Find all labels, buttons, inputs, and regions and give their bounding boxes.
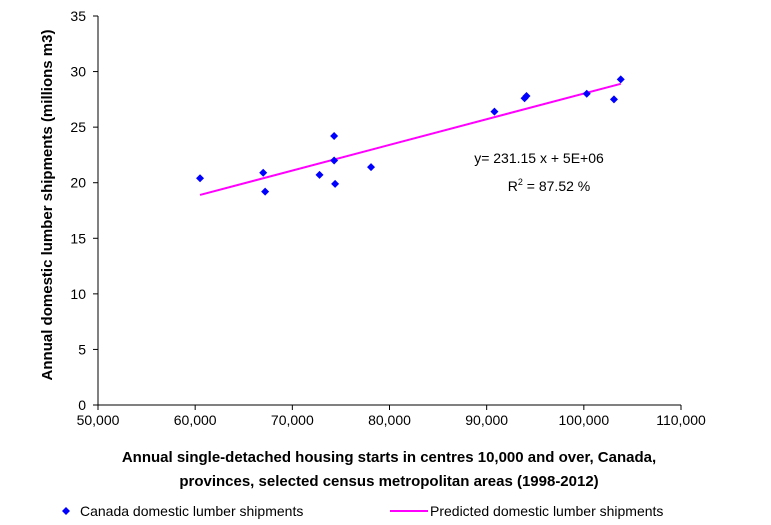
legend-label-canada-shipments: Canada domestic lumber shipments: [80, 503, 303, 519]
data-point: [331, 179, 340, 188]
y-tick-label: 25: [70, 119, 86, 135]
r-squared-prefix: R: [508, 178, 518, 194]
data-point: [196, 174, 205, 183]
data-point: [315, 170, 324, 179]
x-tick-label: 80,000: [368, 412, 411, 428]
legend-item-predicted-shipments: Predicted domestic lumber shipments: [390, 503, 663, 519]
r-squared-exponent: 2: [518, 177, 523, 187]
data-point: [330, 156, 339, 165]
y-tick-label: 5: [78, 341, 86, 357]
x-axis-title-line-2: provinces, selected census metropolitan …: [179, 473, 598, 490]
data-point: [609, 95, 618, 104]
x-axis-title-line-1: Annual single-detached housing starts in…: [122, 449, 656, 466]
y-axis-title: Annual domestic lumber shipments (millio…: [39, 30, 56, 381]
y-axis-ticks: 0 5 10 15 20 25 30 35: [70, 8, 98, 413]
x-tick-label: 90,000: [465, 412, 508, 428]
legend-item-canada-shipments: Canada domestic lumber shipments: [62, 503, 303, 519]
y-tick-label: 20: [70, 175, 86, 191]
data-point: [582, 89, 591, 98]
y-tick-label: 0: [78, 397, 86, 413]
data-point: [367, 163, 376, 172]
data-point: [490, 107, 499, 116]
data-point: [522, 92, 531, 101]
x-tick-label: 60,000: [174, 412, 217, 428]
series-layer: [196, 75, 625, 196]
legend-label-predicted-shipments: Predicted domestic lumber shipments: [430, 503, 663, 519]
data-point: [616, 75, 625, 84]
data-point: [261, 187, 270, 196]
x-axis-ticks: 50,000 60,000 70,000 80,000 90,000 100,000 110…: [77, 405, 706, 428]
legend: Canada domestic lumber shipments Predict…: [62, 503, 663, 519]
y-tick-label: 30: [70, 64, 86, 80]
r-squared-annotation: R2 = 87.52 %: [508, 177, 590, 194]
x-tick-label: 110,000: [656, 412, 706, 428]
data-point: [330, 132, 339, 141]
trendline: [199, 82, 622, 196]
legend-diamond-marker-icon: [62, 507, 70, 515]
r-squared-value: = 87.52 %: [523, 178, 590, 194]
x-tick-label: 50,000: [77, 412, 120, 428]
y-tick-label: 10: [70, 286, 86, 302]
trendline-equation: y= 231.15 x + 5E+06: [474, 150, 604, 166]
x-tick-label: 70,000: [271, 412, 314, 428]
y-tick-label: 15: [70, 230, 86, 246]
x-tick-label: 100,000: [559, 412, 610, 428]
y-tick-label: 35: [70, 8, 86, 24]
data-point: [259, 168, 268, 177]
